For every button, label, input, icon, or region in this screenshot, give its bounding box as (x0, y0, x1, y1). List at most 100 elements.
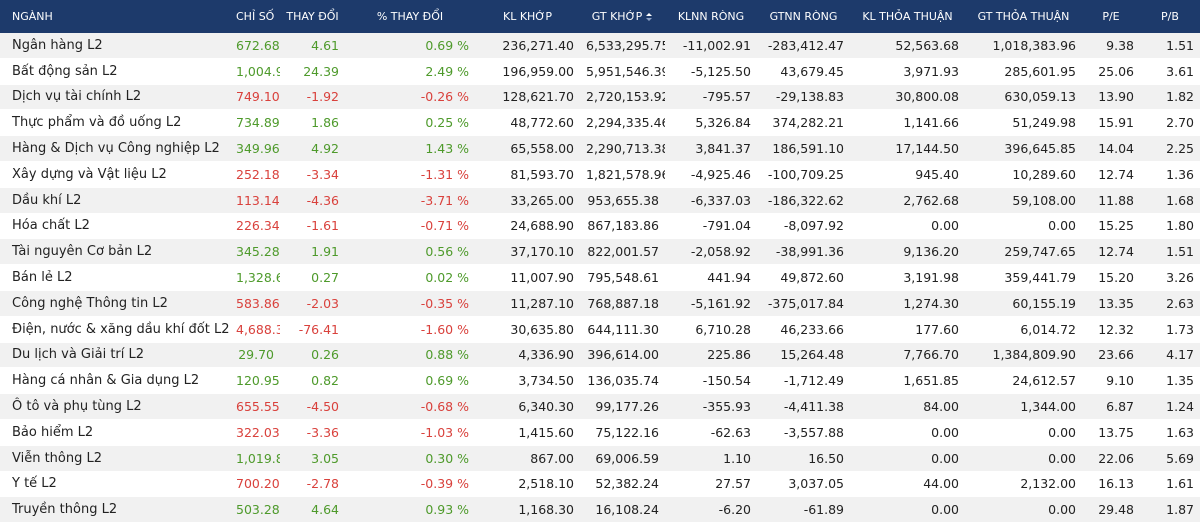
cell: 81,593.70 (475, 161, 580, 188)
cell: -1.92 (280, 84, 345, 111)
cell: -2.78 (280, 471, 345, 498)
cell: 1.86 (280, 109, 345, 137)
sector-name: Bán lẻ L2 (0, 264, 230, 291)
cell: 3,037.05 (757, 471, 850, 498)
column-header[interactable]: P/E (1082, 0, 1140, 33)
cell: 1,274.30 (850, 290, 965, 317)
cell: 22.06 (1082, 445, 1140, 472)
cell: 15.25 (1082, 213, 1140, 240)
cell: 768,887.18 (580, 290, 665, 317)
cell: 1.91 (280, 238, 345, 266)
cell: 3.05 (280, 445, 345, 472)
sector-name: Viễn thông L2 (0, 445, 230, 472)
header-text: CHỈ SỐ (236, 10, 275, 23)
cell: 1.51 (1140, 33, 1200, 59)
table-row: Công nghệ Thông tin L2 583.86 -2.03 -0.35 %… (0, 290, 1200, 317)
cell: -1.60 % (345, 316, 475, 343)
cell: 6,533,295.75 (580, 33, 665, 59)
cell: 867,183.86 (580, 213, 665, 240)
cell: -76.41 (280, 316, 345, 343)
cell: 6,014.72 (965, 316, 1082, 343)
column-header[interactable]: GTNN RÒNG (757, 0, 850, 33)
cell: 14.04 (1082, 135, 1140, 162)
cell: 60,155.19 (965, 290, 1082, 317)
column-header[interactable]: KL THỎA THUẬN (850, 0, 965, 33)
cell: 3.26 (1140, 264, 1200, 291)
header-text: KL KHỚP (502, 10, 552, 23)
cell: 16.13 (1082, 471, 1140, 498)
table-row: Hàng & Dịch vụ Công nghiệp L2 349.96 4.92 1… (0, 135, 1200, 162)
cell: 4,336.90 (475, 342, 580, 369)
header-text: KL THỎA THUẬN (862, 10, 953, 23)
cell: 1,004.92 (230, 58, 280, 85)
cell: 136,035.74 (580, 367, 665, 395)
cell: -4.36 (280, 187, 345, 214)
cell: 359,441.79 (965, 264, 1082, 291)
cell: 1.73 (1140, 316, 1200, 343)
cell: 52,563.68 (850, 33, 965, 59)
cell: -3.34 (280, 161, 345, 188)
cell: 24,612.57 (965, 367, 1082, 395)
cell: 2,132.00 (965, 471, 1082, 498)
cell: 0.00 (850, 445, 965, 472)
cell: 51,249.98 (965, 109, 1082, 137)
cell: 15.20 (1082, 264, 1140, 291)
cell: -0.26 % (345, 84, 475, 111)
cell: 0.69 % (345, 33, 475, 59)
table-row: Ô tô và phụ tùng L2 655.55 -4.50 -0.68 % 6,3… (0, 393, 1200, 420)
cell: 822,001.57 (580, 238, 665, 266)
cell: -3.71 % (345, 187, 475, 214)
cell: 113.14 (230, 187, 280, 214)
cell: 226.34 (230, 213, 280, 240)
column-header[interactable]: P/B (1140, 0, 1200, 33)
cell: 5,326.84 (665, 109, 757, 137)
cell: 12.32 (1082, 316, 1140, 343)
column-header[interactable]: THAY ĐỔI (280, 0, 345, 33)
cell: 15.91 (1082, 109, 1140, 137)
column-header[interactable]: % THAY ĐỔI (345, 0, 475, 33)
cell: 6.87 (1082, 393, 1140, 420)
cell: -62.63 (665, 419, 757, 446)
cell: -1.03 % (345, 419, 475, 446)
sector-name: Y tế L2 (0, 471, 230, 498)
cell: 0.56 % (345, 238, 475, 266)
cell: 6,710.28 (665, 316, 757, 343)
cell: 1,821,578.96 (580, 161, 665, 188)
sector-name: Công nghệ Thông tin L2 (0, 290, 230, 317)
cell: -186,322.62 (757, 187, 850, 214)
cell: -29,138.83 (757, 84, 850, 111)
cell: 700.20 (230, 471, 280, 498)
table-row: Bất động sản L21,004.9224.392.49 %196,95… (0, 58, 1200, 85)
column-header[interactable]: GT THỎA THUẬN (965, 0, 1082, 33)
sort-icon[interactable] (645, 12, 653, 22)
cell: 225.86 (665, 342, 757, 369)
column-header[interactable]: GT KHỚP (580, 0, 665, 33)
cell: -2.03 (280, 290, 345, 317)
sector-name: Dầu khí L2 (0, 187, 230, 214)
cell: -2,058.92 (665, 238, 757, 266)
cell: 3,841.37 (665, 135, 757, 162)
column-header[interactable]: KLNN RÒNG (665, 0, 757, 33)
header-text: P/B (1161, 10, 1179, 23)
cell: 24.39 (280, 58, 345, 85)
cell: 24,688.90 (475, 213, 580, 240)
cell: 236,271.40 (475, 33, 580, 59)
cell: 12.74 (1082, 238, 1140, 266)
table-row: Thực phẩm và đồ uống L2 734.89 1.86 0.25 % 4… (0, 109, 1200, 137)
cell: -1.61 (280, 213, 345, 240)
cell: 23.66 (1082, 342, 1140, 369)
cell: 44.00 (850, 471, 965, 498)
column-header[interactable]: CHỈ SỐ (230, 0, 280, 33)
cell: 1,018,383.96 (965, 33, 1082, 59)
cell: 0.25 % (345, 109, 475, 137)
column-header[interactable]: NGÀNH (0, 0, 230, 33)
cell: 30,635.80 (475, 316, 580, 343)
table-row: Y tế L2 700.20 -2.78 -0.39 % 2,518.10 52,382.… (0, 471, 1200, 498)
column-header[interactable]: KL KHỚP (475, 0, 580, 33)
cell: 1.24 (1140, 393, 1200, 420)
cell: 345.28 (230, 238, 280, 266)
cell: -5,161.92 (665, 290, 757, 317)
cell: 17,144.50 (850, 135, 965, 162)
cell: 52,382.24 (580, 471, 665, 498)
sector-name: Hàng & Dịch vụ Công nghiệp L2 (0, 135, 230, 162)
